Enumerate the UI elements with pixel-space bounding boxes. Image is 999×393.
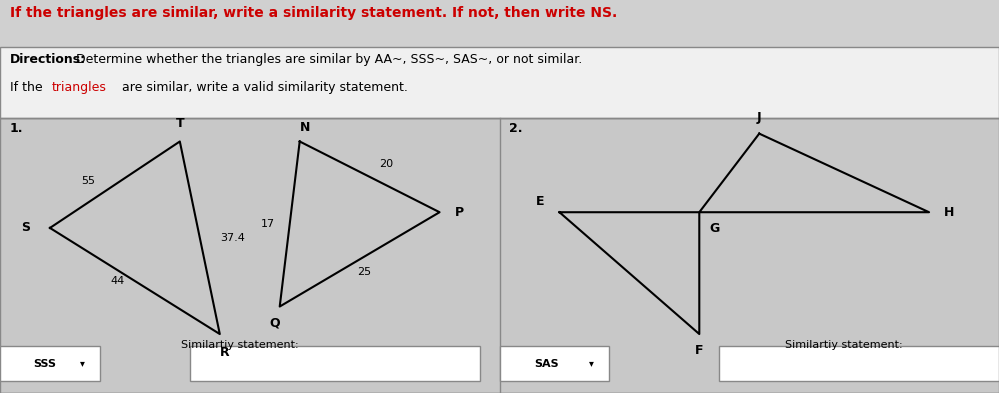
Text: J: J [757,111,761,124]
Text: Q: Q [270,316,280,329]
Text: P: P [455,206,464,219]
FancyBboxPatch shape [500,346,609,381]
Text: H: H [944,206,954,219]
Text: 25: 25 [358,267,372,277]
Text: G: G [709,222,719,235]
Text: 2.: 2. [509,122,523,135]
Text: Determine whether the triangles are similar by AA~, SSS~, SAS~, or not similar.: Determine whether the triangles are simi… [72,53,582,66]
Text: N: N [300,121,310,134]
Text: Similartiy statement:: Similartiy statement: [785,340,903,350]
Text: T: T [176,117,184,130]
Text: If the: If the [10,81,47,94]
Text: SAS: SAS [534,358,559,369]
Text: ▾: ▾ [589,358,594,369]
FancyBboxPatch shape [0,346,100,381]
Text: ▾: ▾ [80,358,85,369]
Text: E: E [535,195,544,208]
FancyBboxPatch shape [190,346,480,381]
FancyBboxPatch shape [0,118,999,393]
Text: If the triangles are similar, write a similarity statement. If not, then write N: If the triangles are similar, write a si… [10,6,617,20]
Text: 20: 20 [380,159,394,169]
Text: 44: 44 [111,276,125,286]
Text: 1.: 1. [10,122,24,135]
Text: 55: 55 [81,176,95,186]
FancyBboxPatch shape [719,346,999,381]
Text: SSS: SSS [33,358,56,369]
Text: Directions:: Directions: [10,53,86,66]
Text: 4.: 4. [509,367,521,377]
Text: R: R [220,346,230,359]
Text: Similartiy statement:: Similartiy statement: [181,340,299,350]
Text: are similar, write a valid similarity statement.: are similar, write a valid similarity st… [118,81,408,94]
Text: 37.4: 37.4 [220,233,245,243]
Text: 17: 17 [261,219,275,229]
Text: F: F [695,344,703,357]
Text: S: S [21,221,30,235]
FancyBboxPatch shape [0,47,999,118]
Text: triangles: triangles [52,81,107,94]
